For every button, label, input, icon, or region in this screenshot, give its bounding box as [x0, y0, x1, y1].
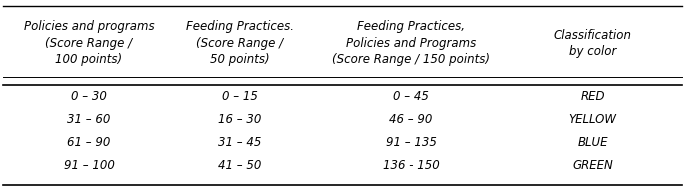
Text: 31 – 60: 31 – 60 — [67, 113, 111, 126]
Text: Feeding Practices,
Policies and Programs
(Score Range / 150 points): Feeding Practices, Policies and Programs… — [332, 20, 490, 66]
Text: BLUE: BLUE — [577, 136, 608, 149]
Text: Classification
by color: Classification by color — [553, 29, 632, 58]
Text: 31 – 45: 31 – 45 — [218, 136, 262, 149]
Text: 61 – 90: 61 – 90 — [67, 136, 111, 149]
Text: 0 – 15: 0 – 15 — [222, 90, 258, 103]
Text: GREEN: GREEN — [572, 159, 613, 172]
Text: 0 – 30: 0 – 30 — [71, 90, 107, 103]
Text: 0 – 45: 0 – 45 — [393, 90, 429, 103]
Text: YELLOW: YELLOW — [569, 113, 616, 126]
Text: Policies and programs
(Score Range /
100 points): Policies and programs (Score Range / 100… — [24, 20, 154, 66]
Text: 136 - 150: 136 - 150 — [383, 159, 439, 172]
Text: RED: RED — [580, 90, 605, 103]
Text: 91 – 100: 91 – 100 — [64, 159, 114, 172]
Text: Feeding Practices.
(Score Range /
50 points): Feeding Practices. (Score Range / 50 poi… — [186, 20, 294, 66]
Text: 16 – 30: 16 – 30 — [218, 113, 262, 126]
Text: 91 – 135: 91 – 135 — [386, 136, 436, 149]
Text: 41 – 50: 41 – 50 — [218, 159, 262, 172]
Text: 46 – 90: 46 – 90 — [389, 113, 433, 126]
